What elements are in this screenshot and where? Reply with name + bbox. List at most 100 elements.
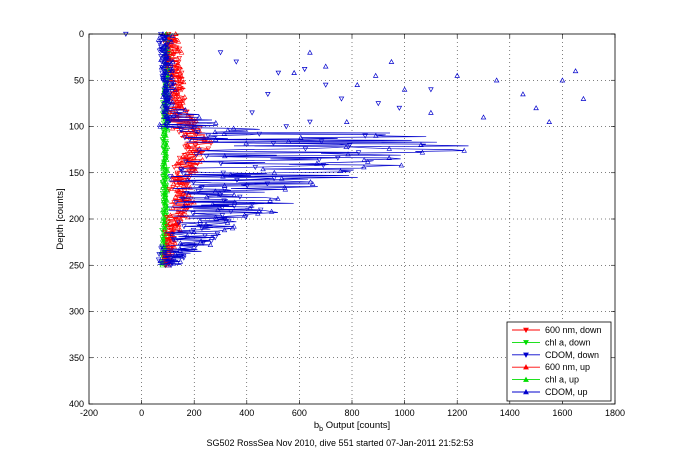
data-point (219, 213, 226, 219)
data-point (156, 121, 163, 127)
data-point (189, 162, 195, 168)
data-point (335, 155, 341, 161)
data-point (170, 112, 177, 118)
scatter-point (375, 101, 382, 107)
data-point (204, 193, 210, 199)
data-point (164, 215, 170, 220)
data-point (175, 208, 181, 214)
data-point (210, 201, 216, 207)
data-point (337, 168, 344, 173)
data-point (255, 210, 261, 216)
data-point (221, 182, 228, 188)
data-point (163, 145, 170, 151)
data-point (162, 34, 168, 40)
data-point (212, 129, 218, 135)
x-tick-label: 1400 (500, 408, 520, 418)
data-point (160, 184, 166, 190)
data-point (275, 195, 281, 201)
data-point (178, 73, 185, 79)
data-point (282, 186, 289, 192)
legend-entry: CDOM, down (512, 350, 599, 360)
data-point (271, 169, 278, 175)
series-line (165, 33, 211, 266)
data-point (224, 219, 231, 225)
x-tick-label: 400 (239, 408, 254, 418)
data-point (169, 66, 176, 72)
data-point (167, 212, 174, 218)
data-point (215, 206, 221, 212)
data-point (173, 179, 180, 185)
data-point (178, 103, 185, 109)
data-point (164, 188, 170, 194)
data-point (192, 140, 198, 146)
legend-label: 600 nm, up (545, 362, 590, 372)
data-point (158, 259, 164, 265)
data-point (164, 197, 170, 203)
data-point (180, 182, 187, 188)
data-point (177, 240, 184, 246)
data-point (167, 174, 174, 180)
data-point (181, 203, 187, 209)
data-point (157, 123, 164, 129)
data-point (174, 47, 180, 53)
data-point (418, 142, 424, 148)
data-point (162, 253, 168, 259)
data-point (177, 82, 183, 88)
data-point (167, 62, 174, 68)
data-point (169, 107, 176, 112)
data-point (197, 218, 203, 223)
data-point (229, 225, 236, 231)
data-point (169, 177, 176, 183)
data-point (183, 159, 189, 165)
data-point (174, 62, 180, 68)
data-point (161, 160, 168, 166)
data-point (173, 84, 180, 90)
scatter-point (372, 72, 379, 78)
scatter-point (343, 118, 350, 124)
data-point (168, 263, 174, 269)
data-point (222, 153, 228, 159)
data-point (252, 165, 259, 171)
data-point (209, 234, 215, 240)
data-point (163, 132, 169, 138)
scatter-point (233, 59, 240, 65)
scatter-point (401, 86, 408, 92)
data-point (182, 107, 188, 112)
data-point (258, 207, 264, 213)
data-point (161, 171, 167, 177)
data-point (386, 145, 392, 151)
data-point (170, 125, 176, 131)
data-point (174, 172, 180, 178)
y-tick-label: 400 (69, 399, 84, 409)
scatter-point (338, 96, 345, 102)
data-point (156, 48, 163, 54)
legend-entry: 600 nm, down (512, 325, 602, 335)
data-point (365, 158, 371, 164)
data-point (373, 132, 379, 138)
data-point (178, 49, 185, 55)
scatter-point (249, 110, 255, 116)
data-point (181, 206, 187, 212)
data-point (298, 134, 304, 140)
data-point (386, 155, 392, 161)
data-point (202, 233, 208, 239)
data-point (178, 128, 184, 134)
scatter-point (307, 49, 313, 55)
data-point (247, 205, 253, 210)
data-point (164, 125, 171, 131)
data-point (165, 242, 171, 247)
data-point (232, 199, 238, 205)
data-point (173, 236, 179, 242)
legend-entry: chl a, down (512, 337, 591, 347)
data-point (212, 235, 218, 241)
data-point (188, 149, 194, 155)
data-point (164, 70, 170, 75)
data-point (162, 193, 168, 199)
data-point (164, 116, 171, 122)
data-point (162, 201, 168, 207)
data-point (168, 81, 174, 87)
data-point (193, 152, 199, 158)
legend-label: chl a, down (545, 337, 591, 347)
data-point (187, 137, 193, 143)
legend-box (506, 321, 612, 402)
